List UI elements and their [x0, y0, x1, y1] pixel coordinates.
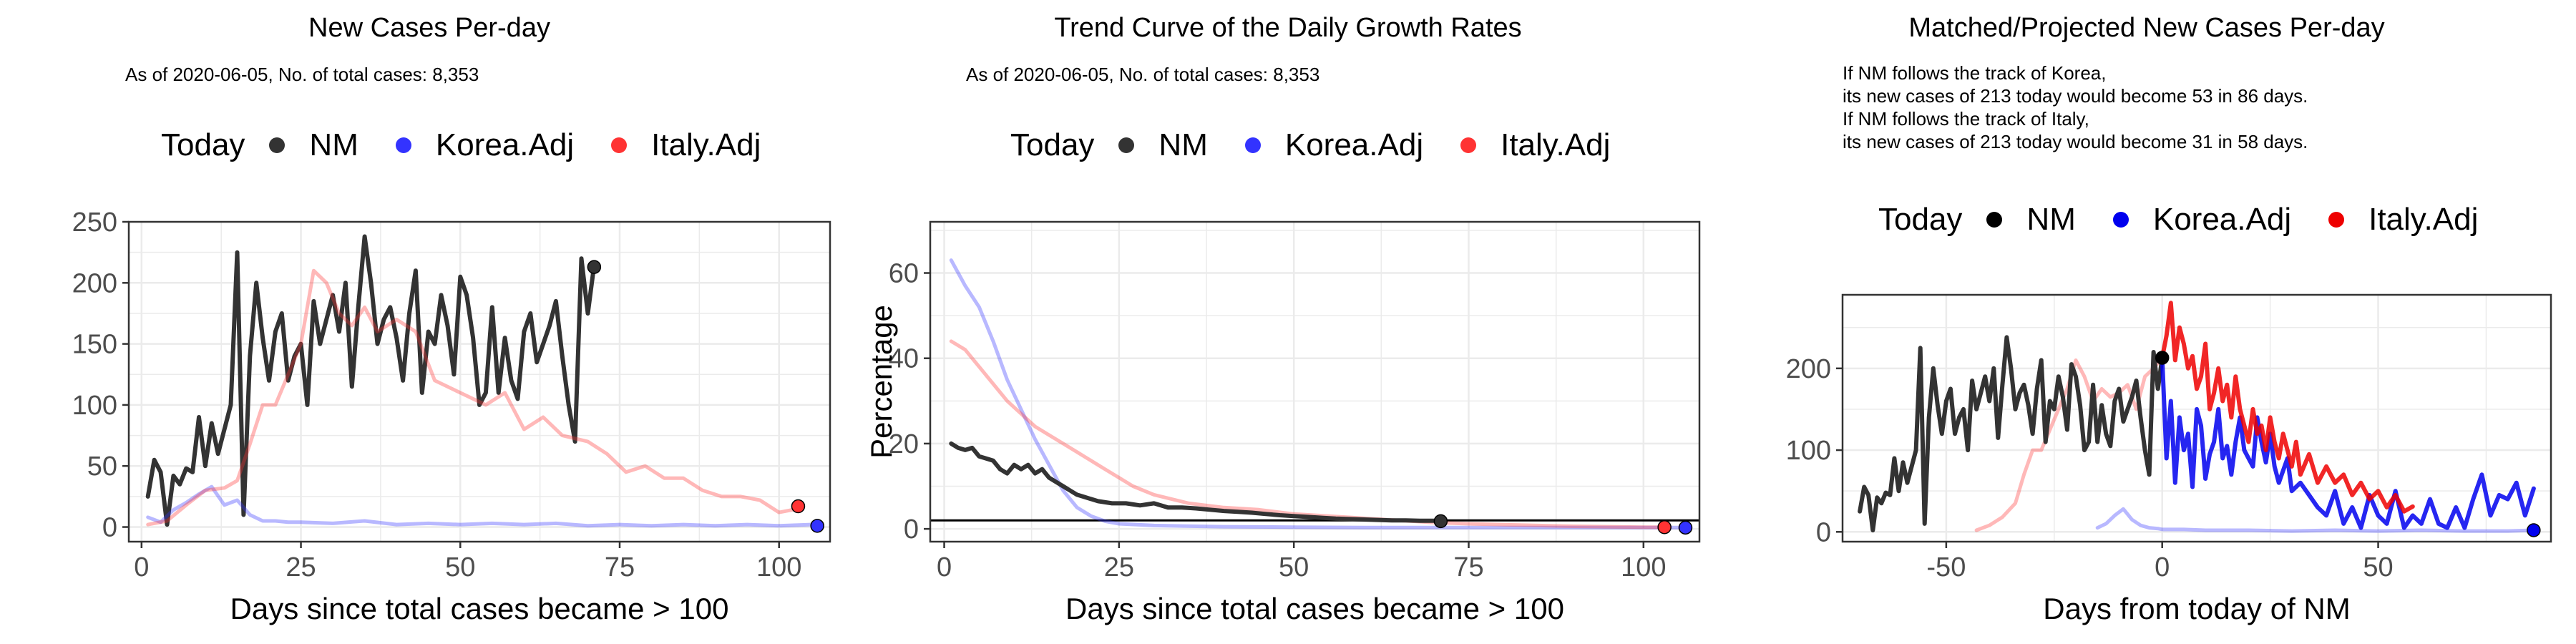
- legend-dot-nm: [1986, 212, 2003, 228]
- panel-new-cases: New Cases Per-day As of 2020-06-05, No. …: [0, 0, 859, 644]
- chart-title: New Cases Per-day: [308, 13, 550, 43]
- plot-border: [127, 220, 831, 543]
- x-tick-label: -50: [1926, 552, 1966, 582]
- plot-area: 0 25 50 75 100 0 20 40 60 Days since total cases …: [864, 220, 1701, 625]
- today-point-korea-adj: [1678, 520, 1693, 535]
- series-line-nm: [1858, 335, 2165, 532]
- legend-dot-korea: [2112, 212, 2129, 228]
- legend-label-korea: Korea.Adj: [435, 127, 575, 162]
- today-point-nm: [587, 260, 602, 274]
- legend: Today NM Korea.Adj Italy.Adj: [161, 127, 798, 163]
- legend-item-korea: Korea.Adj: [395, 127, 575, 163]
- y-axis-label: Percentage: [864, 305, 898, 459]
- y-tick-label: 0: [1816, 517, 1831, 547]
- legend-item-italy: Italy.Adj: [2328, 202, 2478, 238]
- legend-label-italy: Italy.Adj: [651, 127, 761, 162]
- today-point-korea-adj: [810, 519, 824, 533]
- chart-title: Matched/Projected New Cases Per-day: [1908, 13, 2385, 43]
- x-axis-label: Days since total cases became > 100: [230, 592, 729, 625]
- legend-item-italy: Italy.Adj: [611, 127, 761, 163]
- legend-title: Today: [161, 127, 245, 162]
- legend-item-nm: NM: [1118, 127, 1208, 163]
- x-axis-label: Days since total cases became > 100: [1065, 592, 1564, 625]
- x-tick-label: 75: [605, 552, 635, 582]
- plot-border: [1841, 293, 2552, 543]
- y-tick-label: 100: [1786, 436, 1831, 466]
- x-tick-label: 0: [2155, 552, 2170, 582]
- legend-label-korea: Korea.Adj: [2152, 202, 2292, 237]
- legend-dot-italy: [1460, 137, 1477, 153]
- y-tick-label: 150: [72, 330, 117, 360]
- gridlines: [930, 222, 1699, 542]
- legend-label-italy: Italy.Adj: [2368, 202, 2479, 237]
- series-line-korea-adj-matched: [2095, 507, 2536, 533]
- legend-item-nm: NM: [269, 127, 358, 163]
- series-line-korea-adj: [949, 258, 1687, 530]
- y-tick-label: 200: [1786, 354, 1831, 384]
- y-tick-label: 50: [87, 452, 117, 482]
- y-tick-label: 0: [102, 513, 117, 543]
- legend: Today NM Korea.Adj Italy.Adj: [1878, 202, 2515, 238]
- gridlines: [129, 222, 830, 542]
- legend-label-nm: NM: [309, 127, 358, 162]
- y-tick-label: 250: [72, 208, 117, 238]
- y-tick-label: 0: [904, 514, 919, 545]
- legend-dot-korea: [395, 137, 411, 153]
- y-tick-label: 200: [72, 268, 117, 298]
- legend-dot-nm: [269, 137, 286, 153]
- x-tick-label: 100: [1621, 552, 1666, 582]
- x-tick-label: 25: [1104, 552, 1134, 582]
- today-point-korea-adj: [2527, 523, 2541, 537]
- today-point-italy-adj: [1657, 519, 1672, 535]
- series-line-italy-adj-projected: [2160, 301, 2415, 514]
- chart-subtitle: As of 2020-06-05, No. of total cases: 8,…: [125, 64, 479, 85]
- panel-growth-rates: Trend Curve of the Daily Growth Rates As…: [859, 0, 1717, 644]
- series-line-italy-adj: [949, 339, 1667, 530]
- x-tick-label: 0: [937, 552, 952, 582]
- legend-item-nm: NM: [1986, 202, 2076, 238]
- y-tick-label: 20: [889, 429, 919, 459]
- series-line-italy-adj-matched: [1974, 356, 2165, 532]
- today-point-nm: [1433, 514, 1448, 529]
- y-tick-label: 100: [72, 391, 117, 421]
- plot-area: -50 0 50 0 100 200 Days from today of NM: [1786, 293, 2552, 625]
- legend-label-korea: Korea.Adj: [1284, 127, 1424, 162]
- x-tick-label: 50: [1279, 552, 1309, 582]
- y-tick-label: 40: [889, 344, 919, 374]
- y-tick-label: 60: [889, 259, 919, 289]
- series-line-korea-adj: [146, 484, 813, 528]
- legend-item-italy: Italy.Adj: [1460, 127, 1610, 163]
- legend-dot-italy: [2328, 212, 2345, 228]
- series-line-nm: [949, 441, 1443, 524]
- series-line-korea-adj-projected: [2160, 356, 2536, 530]
- legend-dot-korea: [1244, 137, 1261, 153]
- chart-subtitle: If NM follows the track of Korea, its ne…: [1843, 62, 2308, 152]
- legend: Today NM Korea.Adj Italy.Adj: [1010, 127, 1647, 163]
- x-tick-label: 75: [1453, 552, 1483, 582]
- x-tick-label: 50: [2363, 552, 2393, 582]
- today-point-nm: [2155, 351, 2170, 365]
- legend-label-italy: Italy.Adj: [1501, 127, 1611, 162]
- x-tick-label: 25: [286, 552, 316, 582]
- plot-border: [929, 220, 1701, 543]
- legend-dot-nm: [1118, 137, 1135, 153]
- x-tick-label: 100: [756, 552, 801, 582]
- legend-item-korea: Korea.Adj: [2112, 202, 2292, 238]
- chart-title: Trend Curve of the Daily Growth Rates: [1054, 13, 1522, 43]
- series-line-italy-adj: [146, 268, 800, 527]
- legend-title: Today: [1878, 202, 1963, 237]
- series-line-nm: [145, 234, 597, 527]
- plot-area: 0 25 50 75 100 0 50 100 150 200 250 Days since tota…: [72, 208, 831, 625]
- legend-label-nm: NM: [1158, 127, 1208, 162]
- x-tick-label: 0: [134, 552, 149, 582]
- x-tick-label: 50: [445, 552, 475, 582]
- legend-dot-italy: [611, 137, 628, 153]
- x-axis-label: Days from today of NM: [2043, 592, 2350, 625]
- legend-title: Today: [1010, 127, 1095, 162]
- legend-label-nm: NM: [2026, 202, 2076, 237]
- legend-item-korea: Korea.Adj: [1244, 127, 1424, 163]
- today-point-italy-adj: [791, 499, 806, 514]
- chart-subtitle: As of 2020-06-05, No. of total cases: 8,…: [966, 64, 1320, 85]
- panel-projected: Matched/Projected New Cases Per-day If N…: [1717, 0, 2576, 644]
